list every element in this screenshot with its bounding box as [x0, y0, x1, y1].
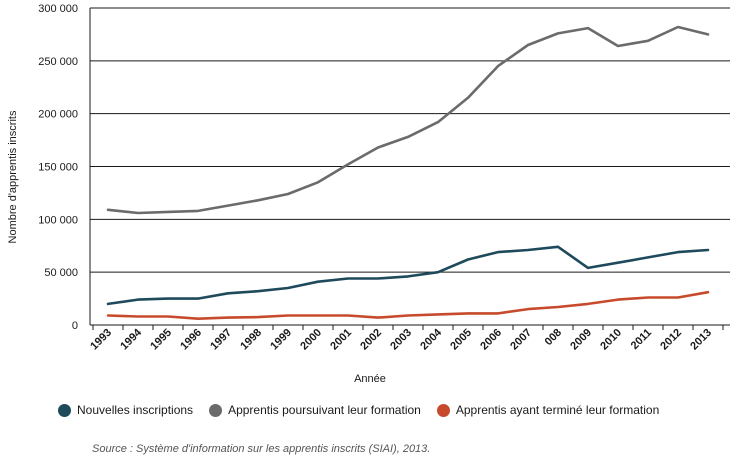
legend-marker — [58, 403, 71, 417]
legend-marker — [209, 403, 223, 417]
series-line-3 — [106, 290, 710, 321]
y-axis-ticks: 0 50 000 100 000 150 000 200 000 250 000 300 0… — [38, 3, 78, 332]
series-line-2 — [106, 25, 710, 215]
x-tick-label: 1993 — [88, 327, 114, 353]
x-tick-label: 2007 — [508, 327, 534, 353]
x-tick-label: 008 — [543, 327, 564, 348]
series-line-1 — [106, 245, 710, 306]
x-tick-label: 2012 — [658, 327, 684, 353]
y-axis-title: Nombre d'apprentis inscrits — [7, 110, 19, 243]
legend-item: Nouvelles inscriptions — [58, 403, 193, 417]
x-tick-label: 1996 — [178, 327, 204, 353]
x-tick-label: 2004 — [418, 326, 444, 352]
x-tick-label: 2002 — [358, 327, 384, 353]
axes — [89, 8, 730, 326]
y-tick-label: 100 000 — [38, 214, 78, 226]
x-tick-label: 1994 — [118, 326, 144, 352]
x-tick-label: 2010 — [598, 327, 624, 353]
legend-label: Nouvelles inscriptions — [77, 403, 194, 417]
y-tick-label: 250 000 — [38, 56, 78, 68]
x-tick-label: 2011 — [629, 327, 654, 352]
x-tick-label: 1997 — [208, 327, 234, 353]
y-tick-label: 50 000 — [44, 267, 78, 279]
legend: Nouvelles inscriptions Apprentis poursuiv… — [58, 403, 659, 417]
x-tick-label: 2009 — [568, 327, 594, 353]
legend-item: Apprentis ayant terminé leur formation — [436, 403, 660, 417]
source-note: Source : Système d'information sur les a… — [92, 443, 431, 455]
x-tick-label: 1999 — [268, 327, 294, 353]
y-tick-label: 200 000 — [38, 109, 78, 121]
y-tick-label: 150 000 — [38, 162, 78, 174]
x-tick-label: 2005 — [448, 327, 474, 353]
line-chart: 0 50 000 100 000 150 000 200 000 250 000 300 0… — [7, 3, 730, 385]
legend-item: Apprentis poursuivant leur formation — [209, 403, 421, 417]
legend-label: Apprentis poursuivant leur formation — [228, 403, 421, 417]
x-tick-label: 1995 — [148, 327, 174, 353]
legend-label: Apprentis ayant terminé leur formation — [455, 403, 660, 417]
x-tick-label: 2001 — [328, 327, 354, 353]
x-tick-label: 2000 — [298, 327, 324, 353]
x-tick-label: 2003 — [388, 327, 414, 353]
x-axis-title: Année — [354, 373, 386, 385]
x-tick-label: 2006 — [478, 327, 504, 353]
x-tick-label: 2013 — [688, 327, 714, 353]
legend-marker — [436, 403, 450, 417]
y-tick-label: 300 000 — [38, 3, 78, 15]
series-lines — [106, 25, 710, 321]
gridlines — [90, 7, 730, 273]
x-tick-label: 1998 — [238, 327, 264, 353]
y-tick-label: 0 — [72, 320, 78, 332]
x-axis-ticks: 1993 1994 1995 1996 1997 1998 1999 2000 2001 2002… — [88, 325, 724, 353]
